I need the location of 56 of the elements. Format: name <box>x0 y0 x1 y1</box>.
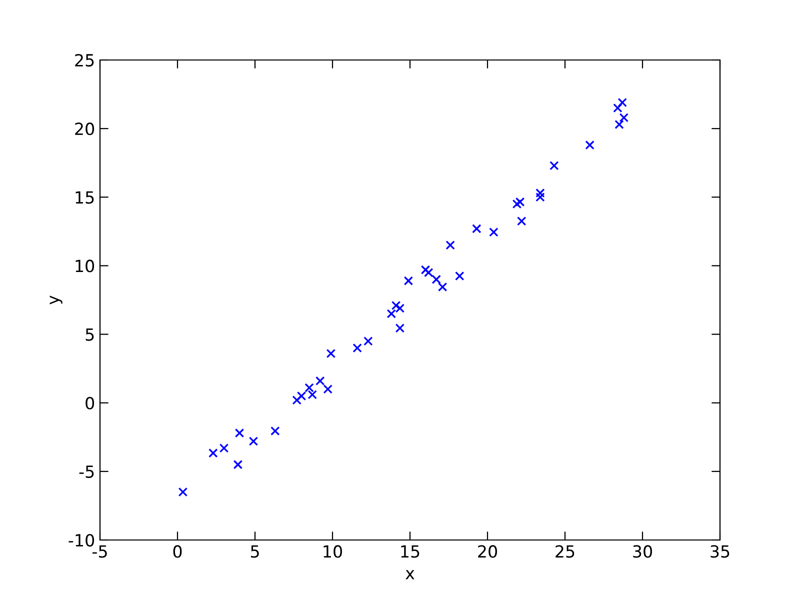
point <box>364 336 373 346</box>
point <box>178 487 188 497</box>
y-tick-label: -10 <box>68 534 94 547</box>
point <box>536 192 545 202</box>
point <box>438 282 448 292</box>
y-tick-label: 10 <box>76 260 94 272</box>
point <box>326 348 336 358</box>
x-tick-label: 35 <box>710 545 730 558</box>
point <box>315 376 325 386</box>
x-tick-label: 30 <box>633 545 652 558</box>
point <box>618 98 627 108</box>
y-tick-label: 25 <box>75 54 94 67</box>
point <box>270 426 280 436</box>
point <box>550 160 559 170</box>
y-tick-label: 15 <box>76 191 94 204</box>
point <box>248 436 258 446</box>
point <box>386 309 396 318</box>
x-tick-label: 10 <box>324 545 342 558</box>
point <box>404 276 414 286</box>
point <box>432 274 441 284</box>
point <box>420 265 430 274</box>
point <box>489 227 498 237</box>
point <box>391 300 401 310</box>
point <box>395 304 405 313</box>
point <box>454 271 464 281</box>
y-tick-label: 20 <box>75 122 94 136</box>
point <box>395 323 405 333</box>
point <box>323 384 332 394</box>
x-tick-label: 0 <box>173 545 182 558</box>
x-tick-label: 25 <box>556 545 574 558</box>
point <box>219 443 229 453</box>
point <box>304 383 314 392</box>
point <box>613 103 622 113</box>
point <box>516 216 526 226</box>
point <box>614 120 624 130</box>
point <box>233 460 243 470</box>
y-axis-title: y <box>50 296 62 304</box>
y-tick-label: 0 <box>86 396 94 410</box>
x-tick-label: 20 <box>478 545 497 558</box>
y-tick-label: 5 <box>86 328 94 341</box>
x-tick-label: 15 <box>401 545 420 558</box>
point <box>208 448 218 458</box>
point <box>585 140 594 150</box>
point <box>234 428 244 438</box>
y-tick-label: -5 <box>79 466 94 478</box>
point <box>446 240 455 250</box>
x-tick-label: 5 <box>250 545 259 558</box>
point <box>512 199 522 209</box>
point <box>536 188 545 198</box>
point <box>352 343 362 353</box>
point <box>292 395 302 405</box>
point <box>515 197 525 207</box>
point <box>472 224 482 234</box>
x-axis-title: x <box>406 570 414 580</box>
point <box>424 268 434 278</box>
point <box>619 112 629 122</box>
